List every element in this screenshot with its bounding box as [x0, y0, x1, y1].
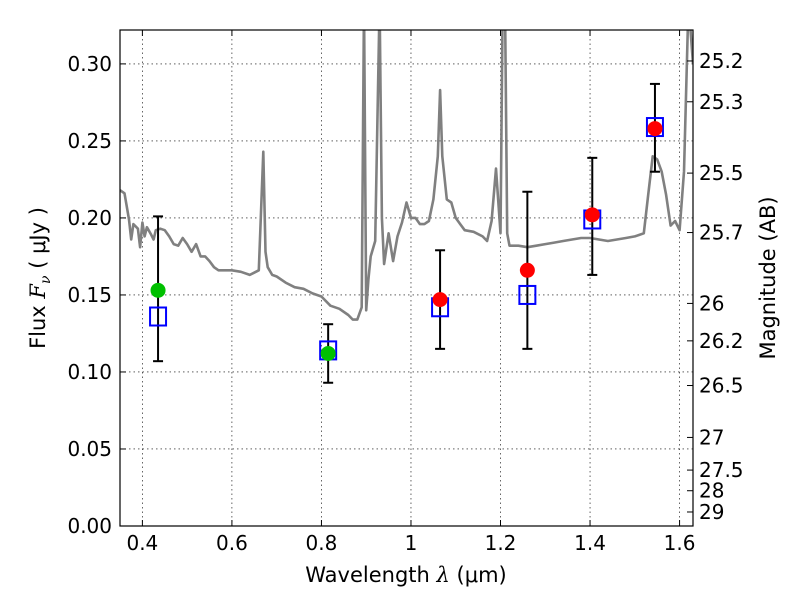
- observed-flux-point: [150, 282, 166, 298]
- y-tick-label: 0.20: [67, 206, 112, 230]
- observed-flux-point: [320, 345, 336, 361]
- x-tick-label: 0.8: [306, 531, 338, 555]
- y-tick-label: 0.25: [67, 129, 112, 153]
- plot-frame: [119, 29, 694, 527]
- x-tick-label: 1: [405, 531, 418, 555]
- y2-tick-label: 29: [699, 500, 724, 524]
- observed-flux-point: [647, 121, 663, 137]
- y2-tick-label: 25.5: [699, 161, 744, 185]
- y2-tick-label: 26: [699, 291, 724, 315]
- model-photometry-square: [149, 306, 168, 327]
- y-tick-label: 0.30: [67, 52, 112, 76]
- y2-tick-label: 25.2: [699, 49, 744, 73]
- y2-tick-label: 27.5: [699, 458, 744, 482]
- y-axis-label: Flux Fν ( μJy ): [26, 207, 54, 349]
- y2-tick-label: 26.2: [699, 329, 744, 353]
- observed-flux-point: [584, 207, 600, 223]
- y-tick-label: 0.10: [67, 360, 112, 384]
- observed-flux-point: [519, 262, 535, 278]
- y2-tick-label: 26.5: [699, 374, 744, 398]
- x-tick-label: 1.4: [574, 531, 606, 555]
- axis-ticks: 0.4 0.6 0.8 1 1.2 1.4 1.6 0.00 0.05 0.10 0.15 0.20 0…: [67, 30, 744, 555]
- x-tick-label: 1.6: [664, 531, 696, 555]
- y2-tick-label: 25.7: [699, 221, 744, 245]
- y2-tick-label: 27: [699, 425, 724, 449]
- y-tick-label: 0.15: [67, 283, 112, 307]
- x-axis-label: Wavelength λ (μm): [305, 563, 506, 587]
- observed-flux-point: [432, 292, 448, 308]
- model-photometry-square: [518, 284, 537, 305]
- x-tick-label: 0.4: [126, 531, 158, 555]
- plot-area: [120, 30, 693, 384]
- y2-axis-label: Magnitude (AB): [756, 196, 780, 359]
- model-spectrum-line: [120, 30, 693, 321]
- y-tick-label: 0.05: [67, 437, 112, 461]
- y2-tick-label: 28: [699, 479, 724, 503]
- x-tick-label: 1.2: [485, 531, 517, 555]
- y2-tick-label: 25.3: [699, 90, 744, 114]
- x-tick-label: 0.6: [216, 531, 248, 555]
- grid: [120, 30, 693, 527]
- y-tick-label: 0.00: [67, 514, 112, 538]
